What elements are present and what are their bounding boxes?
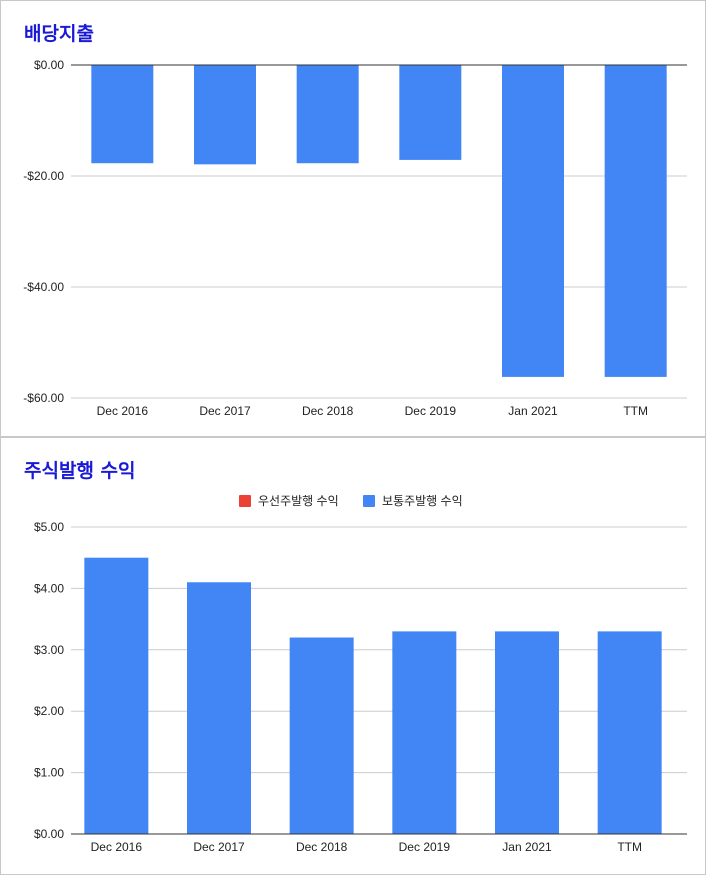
- x-tick-label: Dec 2016: [91, 840, 143, 854]
- y-tick-label: $5.00: [34, 520, 64, 534]
- bar-dec-2017: [194, 65, 256, 165]
- y-tick-label: $1.00: [34, 766, 64, 780]
- x-tick-label: Jan 2021: [508, 404, 558, 418]
- legend-label: 보통주발행 수익: [382, 493, 463, 508]
- y-tick-label: $0.00: [34, 58, 64, 72]
- bar-dec-2018: [296, 65, 359, 164]
- stock-issuance-chart-panel: 주식발행 수익 우선주발행 수익 보통주발행 수익 $0.00 $1.00 $2.00 $…: [0, 437, 706, 875]
- bar-dec-2018-series-1: [289, 637, 354, 834]
- y-tick-label: $0.00: [34, 827, 64, 841]
- y-tick-label: $4.00: [34, 581, 64, 595]
- legend-swatch: [363, 495, 375, 507]
- y-tick-label: -$60.00: [23, 391, 64, 405]
- x-tick-label: Jan 2021: [502, 840, 552, 854]
- x-tick-label: Dec 2016: [97, 404, 149, 418]
- bar-dec-2019: [399, 65, 462, 160]
- bar-jan-2021-series-1: [495, 631, 559, 834]
- bar-dec-2016: [91, 65, 154, 164]
- bar-dec-2017-series-1: [187, 582, 251, 834]
- bar-dec-2016-series-1: [84, 557, 149, 834]
- y-tick-label: $3.00: [34, 643, 64, 657]
- x-tick-label: Dec 2018: [296, 840, 348, 854]
- x-tick-label: Dec 2017: [193, 840, 245, 854]
- dividend-chart: $0.00 -$20.00 -$40.00 -$60.00 Dec 2016 Dec 20…: [23, 58, 687, 418]
- bar-ttm-series-1: [597, 631, 662, 834]
- y-tick-label: $2.00: [34, 704, 64, 718]
- x-tick-label: Dec 2018: [302, 404, 354, 418]
- bar-jan-2021: [502, 65, 564, 377]
- x-tick-label: Dec 2019: [405, 404, 457, 418]
- y-tick-label: -$40.00: [23, 280, 64, 294]
- y-tick-label: -$20.00: [23, 169, 64, 183]
- stock-issuance-chart-title: 주식발행 수익: [24, 460, 136, 482]
- dividend-chart-title: 배당지출: [24, 23, 94, 45]
- legend-swatch: [239, 495, 251, 507]
- x-tick-label: Dec 2019: [399, 840, 451, 854]
- x-tick-label: Dec 2017: [199, 404, 251, 418]
- legend-label: 우선주발행 수익: [258, 493, 339, 508]
- stock-issuance-chart: 우선주발행 수익 보통주발행 수익 $0.00 $1.00 $2.00 $3.00 $4.0…: [34, 493, 687, 854]
- bar-dec-2019-series-1: [392, 631, 457, 834]
- bar-ttm: [604, 65, 667, 377]
- x-tick-label: TTM: [617, 840, 642, 854]
- x-tick-label: TTM: [623, 404, 648, 418]
- dividend-chart-panel: 배당지출 $0.00 -$20.00 -$40.00 -$60.00 Dec 2016 D…: [0, 0, 706, 437]
